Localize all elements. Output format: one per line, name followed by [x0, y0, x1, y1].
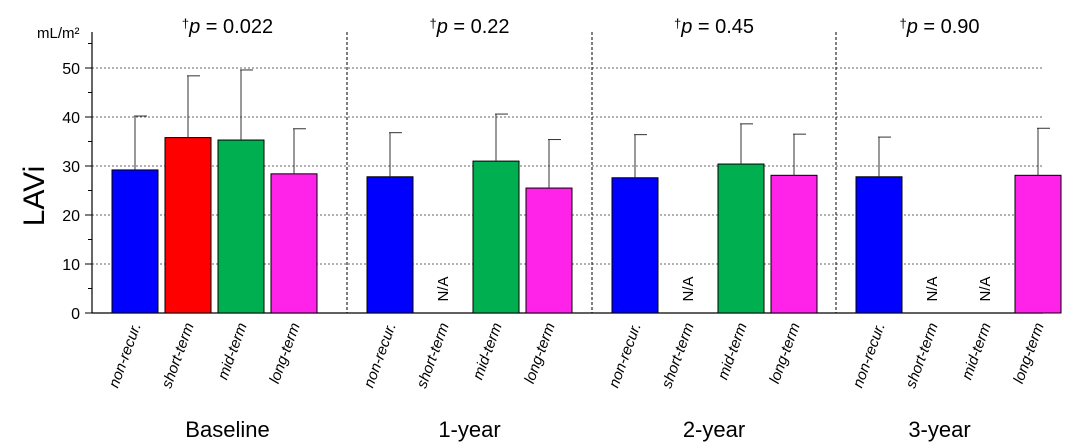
y-tick-label-20: 20 — [62, 208, 80, 225]
category-label-1-year-long-term: long-term — [521, 321, 559, 386]
p-value-label-2-year: †p = 0.45 — [674, 16, 754, 38]
group-label-3-year: 3-year — [908, 417, 970, 442]
p-value-label-1-year: †p = 0.22 — [429, 16, 509, 38]
category-label-Baseline-non-recur.: non-recur. — [106, 321, 145, 391]
bar-2-year-non-recur. — [611, 177, 659, 314]
y-tick-label-40: 40 — [62, 110, 80, 127]
category-label-Baseline-short-term: short-term — [158, 321, 197, 391]
category-label-1-year-mid-term: mid-term — [470, 321, 506, 382]
y-axis-label: LAVi — [18, 166, 51, 227]
category-label-2-year-short-term: short-term — [658, 321, 697, 391]
na-label-1-year-short-term: N/A — [435, 276, 452, 301]
category-label-2-year-long-term: long-term — [766, 321, 804, 386]
p-value-label-Baseline: †p = 0.022 — [182, 16, 273, 38]
group-label-Baseline: Baseline — [185, 417, 269, 442]
y-tick-label-30: 30 — [62, 159, 80, 176]
y-tick-label-50: 50 — [62, 61, 80, 78]
category-label-Baseline-mid-term: mid-term — [215, 321, 251, 382]
category-label-Baseline-long-term: long-term — [266, 321, 304, 386]
bar-Baseline-non-recur. — [111, 169, 159, 314]
category-label-1-year-short-term: short-term — [413, 321, 452, 391]
na-label-2-year-short-term: N/A — [680, 276, 697, 301]
bar-1-year-non-recur. — [366, 176, 414, 314]
na-label-3-year-mid-term: N/A — [977, 276, 994, 301]
y-tick-label-0: 0 — [71, 306, 80, 323]
bar-Baseline-mid-term — [217, 139, 265, 314]
group-label-2-year: 2-year — [683, 417, 745, 442]
bar-3-year-non-recur. — [855, 176, 903, 314]
p-value-label-3-year: †p = 0.90 — [899, 16, 979, 38]
bar-2-year-long-term — [770, 174, 818, 314]
y-tick-label-10: 10 — [62, 257, 80, 274]
bar-2-year-mid-term — [717, 163, 765, 314]
bar-1-year-long-term — [525, 187, 573, 314]
y-axis-unit: mL/m² — [37, 25, 80, 42]
category-label-2-year-mid-term: mid-term — [715, 321, 751, 382]
category-label-1-year-non-recur.: non-recur. — [361, 321, 400, 391]
plot-area: 0 10 20 30 40 50 †p = 0.022 Baseline non-recur. s… — [62, 16, 1062, 442]
category-label-2-year-non-recur.: non-recur. — [606, 321, 645, 391]
category-label-3-year-non-recur.: non-recur. — [850, 321, 889, 391]
na-label-3-year-short-term: N/A — [924, 276, 941, 301]
bar-Baseline-long-term — [270, 173, 318, 314]
category-label-3-year-long-term: long-term — [1010, 321, 1048, 386]
bar-3-year-long-term — [1014, 174, 1062, 314]
bar-1-year-mid-term — [472, 160, 520, 314]
category-label-3-year-mid-term: mid-term — [959, 321, 995, 382]
category-label-3-year-short-term: short-term — [902, 321, 941, 391]
group-label-1-year: 1-year — [438, 417, 500, 442]
bar-Baseline-short-term — [164, 137, 212, 314]
